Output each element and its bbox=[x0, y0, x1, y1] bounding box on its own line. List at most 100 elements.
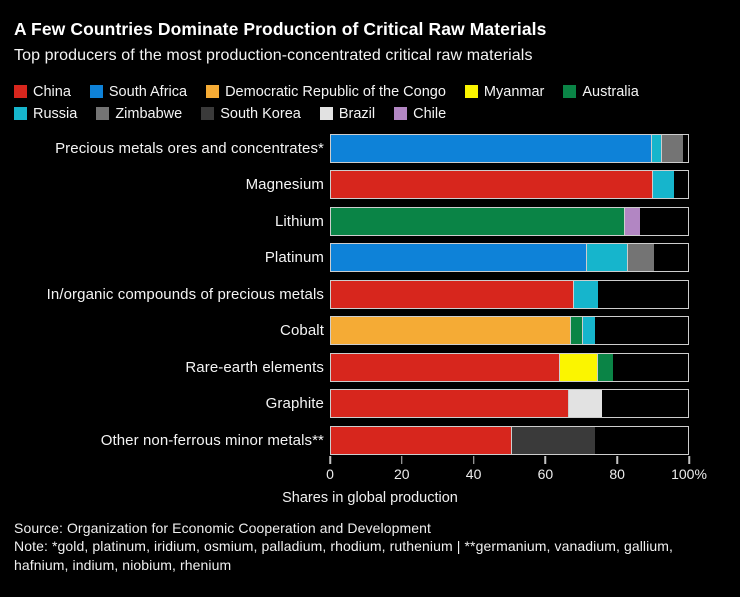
legend-swatch-china-icon bbox=[14, 85, 27, 99]
bar-track bbox=[330, 279, 689, 309]
axis-tick-label-40: 40 bbox=[465, 465, 482, 482]
legend-label: Zimbabwe bbox=[115, 105, 183, 122]
stacked-bar bbox=[330, 170, 689, 200]
legend-item-chile: Chile bbox=[394, 106, 446, 122]
axis-tick-0 bbox=[329, 455, 331, 464]
legend-item-south-africa: South Africa bbox=[89, 84, 187, 100]
bar-segment-australia bbox=[596, 353, 613, 381]
bar-segment-myanmar bbox=[558, 353, 597, 381]
axis-tick-label-60: 60 bbox=[537, 465, 554, 482]
stacked-bar bbox=[330, 352, 689, 382]
bar-segment-brazil bbox=[567, 390, 603, 418]
chart-row-in-organic-compounds-of-precious-metals: In/organic compounds of precious metals bbox=[14, 279, 726, 309]
bar-segment-china bbox=[331, 171, 653, 199]
legend-label: Chile bbox=[413, 105, 447, 122]
bar-track bbox=[330, 206, 689, 236]
note-text: Note: *gold, platinum, iridium, osmium, … bbox=[14, 538, 673, 573]
bar-segment-zimbabwe bbox=[661, 134, 683, 162]
category-label: Graphite bbox=[265, 395, 324, 413]
stacked-bar-chart: Precious metals ores and concentrates* Ma… bbox=[14, 133, 726, 455]
stacked-bar bbox=[330, 133, 689, 163]
category-label: Cobalt bbox=[280, 322, 324, 340]
chart-title: A Few Countries Dominate Production of C… bbox=[14, 19, 547, 39]
bar-segment-russia bbox=[652, 171, 674, 199]
legend-item-brazil: Brazil bbox=[319, 105, 376, 122]
bar-segment-china bbox=[331, 353, 559, 381]
legend-row-1: China South Africa Democratic Republic of … bbox=[14, 84, 726, 100]
stacked-bar bbox=[330, 389, 689, 419]
bar-segment-south-africa bbox=[331, 244, 586, 272]
bar-segment-australia bbox=[569, 317, 583, 345]
legend-label: South Korea bbox=[220, 105, 301, 122]
axis-tick-60 bbox=[544, 455, 547, 464]
category-label: Lithium bbox=[274, 212, 324, 230]
chart-subtitle: Top producers of the most production-con… bbox=[14, 46, 533, 64]
legend-swatch-brazil-icon bbox=[319, 107, 333, 121]
category-label: Precious metals ores and concentrates* bbox=[55, 139, 324, 157]
axis-tick-40 bbox=[472, 455, 475, 464]
stacked-bar bbox=[330, 206, 689, 236]
legend-item-russia: Russia bbox=[14, 106, 77, 122]
legend-item-china: China bbox=[14, 84, 71, 100]
chart-row-lithium: Lithium bbox=[14, 206, 726, 236]
axis-tick-80 bbox=[616, 455, 618, 464]
chart-row-graphite: Graphite bbox=[14, 389, 726, 419]
stacked-bar bbox=[330, 279, 689, 309]
chart-row-magnesium: Magnesium bbox=[14, 170, 726, 200]
stacked-bar bbox=[330, 243, 689, 273]
category-label: Rare-earth elements bbox=[185, 358, 324, 376]
legend-label: Democratic Republic of the Congo bbox=[225, 83, 446, 100]
legend-row-2: Russia Zimbabwe South Korea Brazil Chile bbox=[14, 106, 726, 122]
legend-item-democratic-republic-of-the-congo: Democratic Republic of the Congo bbox=[206, 84, 446, 100]
bar-segment-china bbox=[331, 426, 511, 454]
legend-swatch-south-africa-icon bbox=[89, 85, 103, 99]
category-label: Magnesium bbox=[245, 176, 324, 194]
axis-tick-label-20: 20 bbox=[394, 465, 410, 482]
bar-segment-south-korea bbox=[510, 426, 595, 454]
x-axis-ticks bbox=[329, 455, 690, 464]
axis-tick-100 bbox=[688, 455, 690, 464]
legend-swatch-democratic-republic-of-the-congo-icon bbox=[206, 85, 220, 99]
legend-label: Brazil bbox=[338, 105, 376, 122]
bar-segment-russia bbox=[573, 280, 599, 308]
category-label: Other non-ferrous minor metals** bbox=[100, 431, 324, 449]
source-text: Source: Organization for Economic Cooper… bbox=[14, 519, 431, 536]
legend-label: China bbox=[33, 83, 71, 100]
axis-tick-20 bbox=[401, 455, 403, 464]
bar-track bbox=[330, 316, 689, 346]
x-axis-labels: 0 20 40 60 80 100% bbox=[326, 465, 707, 485]
axis-tick-label-100: 100% bbox=[671, 465, 707, 482]
bar-segment-zimbabwe bbox=[627, 244, 655, 272]
chart-row-precious-metals-ores-and-concentrates: Precious metals ores and concentrates* bbox=[14, 133, 726, 163]
legend-swatch-russia-icon bbox=[14, 107, 27, 121]
legend-swatch-south-korea-icon bbox=[201, 107, 215, 121]
footer: Source: Organization for Economic Cooper… bbox=[14, 519, 726, 575]
category-label: In/organic compounds of precious metals bbox=[46, 285, 324, 303]
bar-segment-russia bbox=[585, 244, 628, 272]
legend-item-australia: Australia bbox=[563, 84, 639, 100]
stacked-bar bbox=[330, 425, 689, 455]
chart-row-platinum: Platinum bbox=[14, 243, 726, 273]
chart-row-rare-earth-elements: Rare-earth elements bbox=[14, 352, 726, 382]
bar-segment-russia bbox=[582, 317, 595, 345]
legend-item-zimbabwe: Zimbabwe bbox=[96, 106, 182, 122]
x-axis-title: Shares in global production bbox=[282, 489, 458, 506]
bar-track bbox=[330, 133, 689, 163]
bar-segment-chile bbox=[623, 207, 640, 235]
bar-segment-russia bbox=[650, 134, 662, 162]
bar-segment-south-africa bbox=[331, 134, 651, 162]
legend-swatch-chile-icon bbox=[394, 107, 408, 121]
bar-track bbox=[330, 170, 689, 200]
legend-swatch-zimbabwe-icon bbox=[96, 107, 110, 121]
bar-segment-democratic-republic-of-the-congo bbox=[331, 317, 570, 345]
bar-segment-china bbox=[331, 280, 574, 308]
bar-segment-china bbox=[331, 390, 568, 418]
bar-track bbox=[330, 389, 689, 419]
legend-item-south-korea: South Korea bbox=[201, 106, 301, 122]
chart-row-cobalt: Cobalt bbox=[14, 316, 726, 346]
legend-label: Russia bbox=[33, 105, 78, 122]
bar-track bbox=[330, 243, 689, 273]
legend-label: Myanmar bbox=[483, 83, 545, 100]
axis-tick-label-80: 80 bbox=[609, 465, 625, 482]
